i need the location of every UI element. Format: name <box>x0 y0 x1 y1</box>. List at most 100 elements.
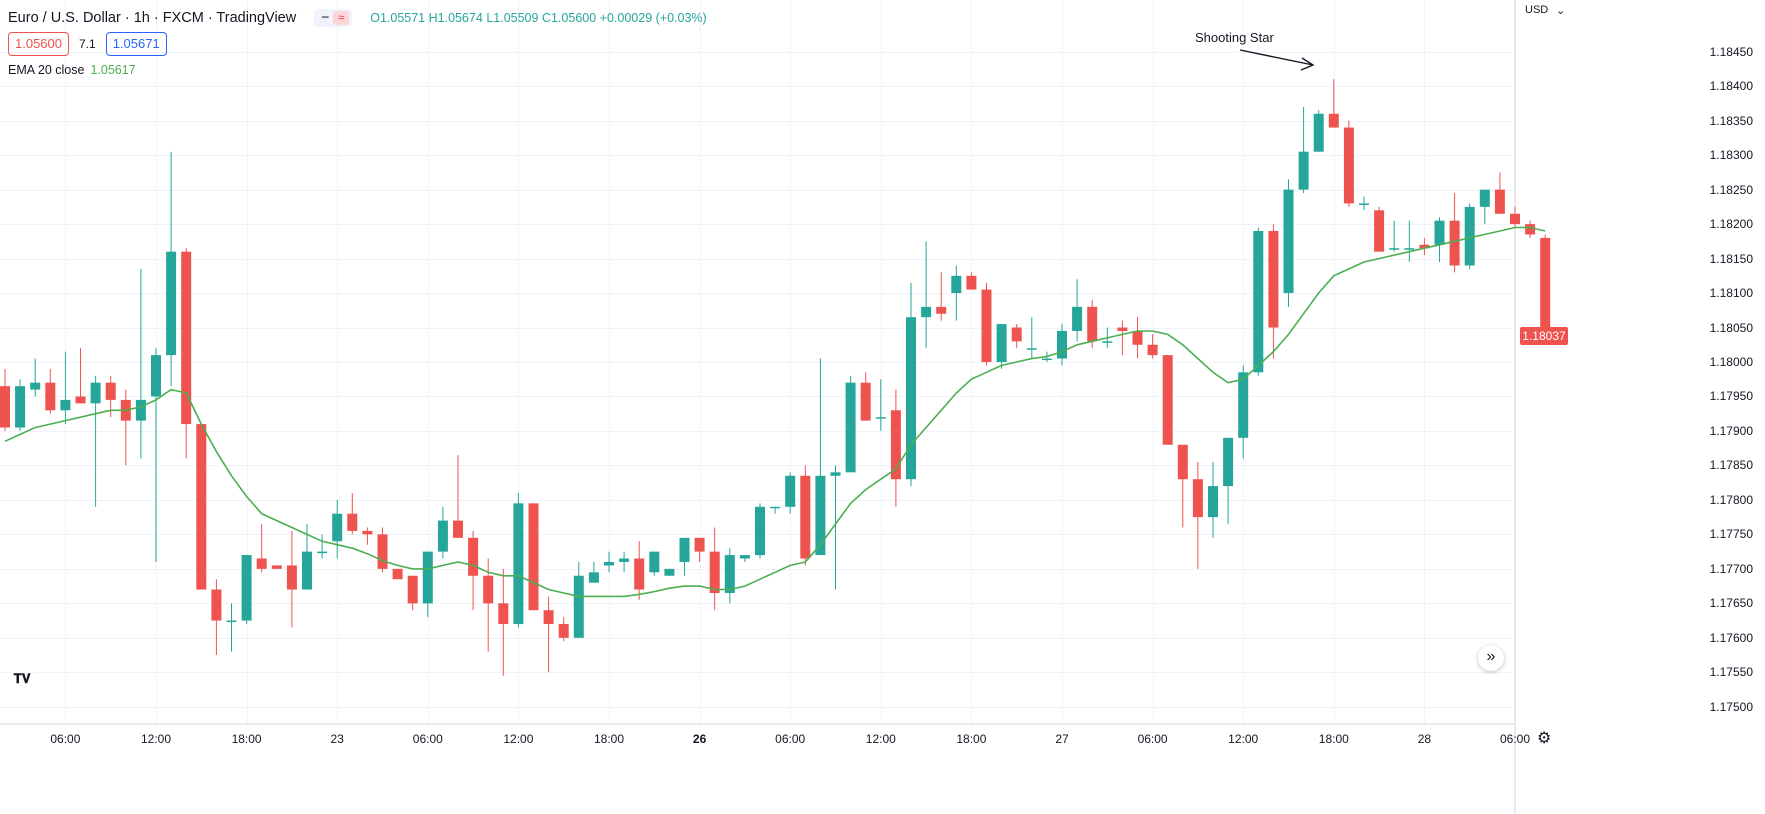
y-tick-label: 1.18250 <box>1709 182 1753 197</box>
x-tick-label: 18:00 <box>956 732 987 746</box>
high-value: 1.05674 <box>437 11 483 25</box>
candle <box>664 568 675 576</box>
candle-body <box>407 575 418 604</box>
candle-body <box>15 386 26 428</box>
x-tick-label: 12:00 <box>865 732 896 746</box>
candle-body <box>619 558 630 562</box>
candle-body <box>332 513 343 542</box>
candle <box>755 503 765 559</box>
candle <box>453 455 463 538</box>
candle <box>739 555 750 562</box>
candle-body <box>135 399 146 421</box>
buy-button[interactable]: 1.05671 <box>105 32 167 56</box>
candle-body <box>241 555 252 621</box>
candle-body <box>1464 206 1475 266</box>
candle <box>1404 220 1415 263</box>
candle <box>1389 220 1400 252</box>
candle <box>90 375 101 507</box>
minus-icon[interactable]: ━ <box>321 12 329 24</box>
y-tick-label: 1.17750 <box>1709 527 1753 542</box>
candle-body <box>588 572 599 583</box>
candle-body <box>634 558 645 590</box>
candle <box>1011 324 1022 349</box>
wave-icon[interactable]: ≈ <box>333 11 350 25</box>
candle-body <box>1343 127 1354 204</box>
candle <box>1298 106 1309 194</box>
candle-body <box>573 575 584 638</box>
candle <box>1328 79 1339 128</box>
candle-body <box>1494 189 1505 214</box>
candle-body <box>1359 203 1369 205</box>
gear-icon[interactable]: ⚙ <box>1537 730 1552 747</box>
x-tick-label: 12:00 <box>1228 732 1259 746</box>
candle <box>815 358 826 556</box>
candle <box>800 465 811 566</box>
candle <box>60 351 71 425</box>
y-tick-label: 1.18300 <box>1709 148 1753 163</box>
candle-body <box>437 520 448 552</box>
candle <box>966 272 977 290</box>
symbol-title[interactable]: Euro / U.S. Dollar · 1h · FXCM · Trading… <box>8 10 297 26</box>
x-tick-label: 23 <box>330 732 344 746</box>
candle-body <box>694 537 705 552</box>
last-price-tag: 1.18037 <box>1520 327 1568 346</box>
tradingview-logo-icon[interactable]: 𝐓𝐕 <box>8 668 36 690</box>
indicator-legend[interactable]: EMA 20 close 1.05617 <box>8 63 136 77</box>
candle-body <box>1192 479 1203 518</box>
candle <box>1540 234 1551 342</box>
candle <box>166 151 177 387</box>
candle <box>1343 120 1354 207</box>
candle-body <box>1540 237 1551 335</box>
candle-body <box>664 568 675 576</box>
candle <box>407 575 418 611</box>
candle-body <box>649 551 660 573</box>
candle <box>1525 220 1536 238</box>
candle <box>649 551 660 576</box>
candle <box>724 548 735 604</box>
candle-body <box>800 475 811 559</box>
candle-body <box>981 289 992 362</box>
y-tick-label: 1.17850 <box>1709 458 1753 473</box>
candle <box>1464 203 1475 269</box>
sell-button[interactable]: 1.05600 <box>8 32 69 56</box>
candle-body <box>362 530 373 535</box>
candle <box>1147 334 1158 359</box>
candle-body <box>724 555 735 593</box>
candle-body <box>906 317 916 480</box>
candle <box>1072 279 1083 342</box>
header-pill[interactable]: ━ ≈ <box>314 9 353 27</box>
candle-body <box>1328 113 1339 128</box>
scroll-to-realtime-button[interactable]: » <box>1478 645 1504 671</box>
candle-body <box>1117 327 1128 331</box>
candle-body <box>996 324 1007 362</box>
x-tick-label: 27 <box>1055 732 1069 746</box>
low-label: L <box>486 11 494 25</box>
candle <box>1359 196 1369 211</box>
candle <box>1510 206 1520 228</box>
candle <box>241 555 252 625</box>
annotation-label[interactable]: Shooting Star <box>1195 30 1274 45</box>
candle-body <box>1449 220 1460 266</box>
indicator-label: EMA 20 close <box>8 63 85 77</box>
y-tick-label: 1.18200 <box>1709 217 1753 232</box>
candle-body <box>936 306 947 314</box>
y-tick-label: 1.18150 <box>1709 251 1753 266</box>
candle-body <box>785 475 796 507</box>
candle-body <box>1223 437 1234 487</box>
candle-body <box>921 306 932 318</box>
candle-body <box>1162 355 1173 445</box>
candle <box>558 617 569 642</box>
candle <box>75 348 86 404</box>
candle-body <box>890 410 901 480</box>
currency-label[interactable]: USD <box>1525 4 1549 16</box>
candle <box>1283 179 1294 307</box>
candle <box>588 561 599 583</box>
candle-body <box>739 555 750 559</box>
candle <box>15 379 26 431</box>
y-tick-label: 1.18000 <box>1709 355 1753 369</box>
y-tick-label: 1.17950 <box>1709 389 1753 404</box>
candle-body <box>453 520 463 538</box>
chevron-down-icon[interactable]: ⌄ <box>1556 5 1566 17</box>
y-tick-label: 1.18100 <box>1709 286 1753 301</box>
